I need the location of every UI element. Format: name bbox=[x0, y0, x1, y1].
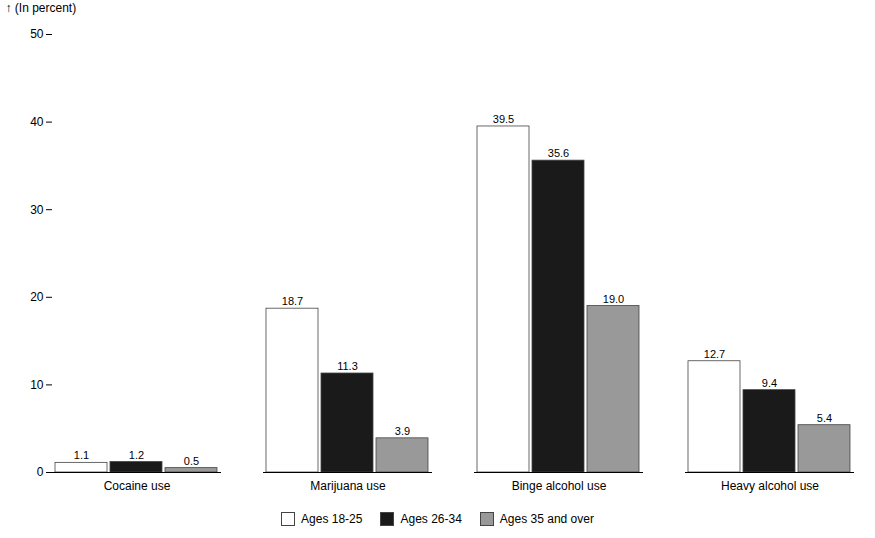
svg-text:50: 50 bbox=[30, 27, 44, 41]
svg-text:9.4: 9.4 bbox=[762, 377, 777, 389]
svg-text:1.2: 1.2 bbox=[129, 449, 144, 461]
svg-text:1.1: 1.1 bbox=[74, 449, 89, 461]
svg-text:Cocaine use: Cocaine use bbox=[104, 479, 171, 493]
svg-text:40: 40 bbox=[30, 115, 44, 129]
svg-text:0.5: 0.5 bbox=[184, 455, 199, 467]
svg-text:↑ (In percent): ↑ (In percent) bbox=[6, 1, 77, 15]
svg-text:30: 30 bbox=[30, 203, 44, 217]
svg-text:35.6: 35.6 bbox=[548, 147, 569, 159]
svg-text:39.5: 39.5 bbox=[493, 113, 514, 125]
svg-text:10: 10 bbox=[30, 378, 44, 392]
svg-text:Binge alcohol use: Binge alcohol use bbox=[512, 479, 607, 493]
svg-text:Heavy alcohol use: Heavy alcohol use bbox=[721, 479, 819, 493]
html-text:Ages 26-34: Ages 26-34 bbox=[400, 512, 462, 526]
svg-text:Marijuana use: Marijuana use bbox=[310, 479, 386, 493]
html-text:Ages 18-25: Ages 18-25 bbox=[301, 512, 363, 526]
svg-text:19.0: 19.0 bbox=[603, 293, 624, 305]
svg-text:12.7: 12.7 bbox=[704, 348, 725, 360]
svg-text:3.9: 3.9 bbox=[395, 425, 410, 437]
html-text:Ages 35 and over: Ages 35 and over bbox=[499, 512, 594, 526]
svg-text:18.7: 18.7 bbox=[282, 295, 303, 307]
svg-text:5.4: 5.4 bbox=[817, 412, 832, 424]
svg-text:11.3: 11.3 bbox=[337, 360, 358, 372]
svg-text:0: 0 bbox=[37, 465, 44, 479]
svg-text:20: 20 bbox=[30, 290, 44, 304]
